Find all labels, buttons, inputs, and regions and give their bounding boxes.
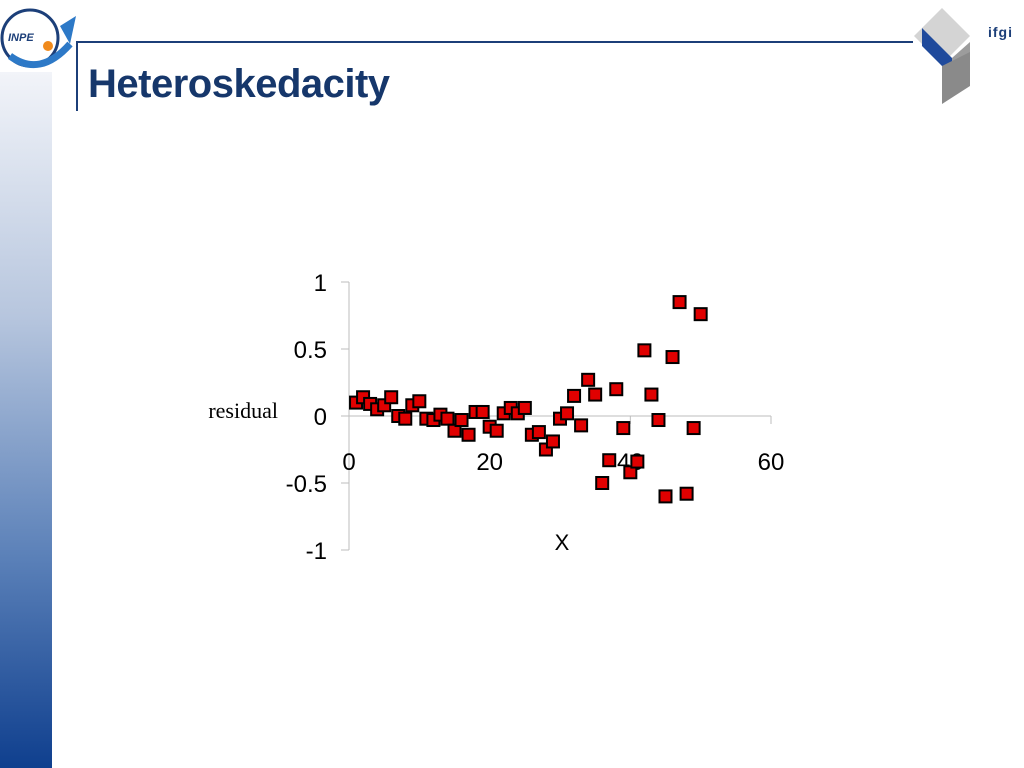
data-point (637, 343, 652, 358)
data-point (447, 423, 462, 438)
data-point (623, 465, 638, 480)
data-point (588, 387, 603, 402)
ifgi-logo-icon (914, 8, 970, 104)
left-gradient-bar (0, 72, 52, 768)
data-point (398, 411, 413, 426)
x-tick-label: 60 (758, 449, 785, 476)
data-point (531, 425, 546, 440)
x-tick-label: 20 (476, 449, 503, 476)
x-tick-label: 0 (342, 449, 355, 476)
data-point (384, 390, 399, 405)
data-point (461, 427, 476, 442)
data-point (665, 350, 680, 365)
y-tick-label: -0.5 (286, 471, 327, 498)
data-point (412, 394, 427, 409)
data-point (581, 372, 596, 387)
header-vertical-rule (76, 41, 78, 111)
y-tick-label: -1 (306, 538, 327, 565)
data-point (609, 382, 624, 397)
slide-title: Heteroskedacity (88, 62, 390, 106)
ifgi-logo-text: ifgi (988, 24, 1013, 40)
data-point (686, 421, 701, 436)
inpe-logo-icon (0, 8, 76, 68)
data-point (644, 387, 659, 402)
inpe-logo-text: INPE (8, 32, 34, 44)
data-point (616, 421, 631, 436)
data-point (595, 476, 610, 490)
data-point (679, 486, 694, 501)
data-point (658, 489, 673, 504)
data-point (567, 388, 582, 403)
data-point (489, 423, 504, 438)
data-point (545, 434, 560, 449)
data-point (651, 413, 666, 428)
y-axis-label: residual (208, 398, 278, 423)
x-axis-label: X (555, 530, 570, 555)
data-point (440, 411, 455, 426)
y-tick-label: 1 (314, 270, 327, 297)
y-ticks: 1 0.5 0 -0.5 -1 (286, 270, 349, 565)
data-point (630, 454, 645, 469)
data-point (475, 404, 490, 419)
data-point (574, 418, 589, 433)
data-point (602, 453, 617, 468)
data-points (349, 295, 708, 504)
data-point (454, 413, 469, 428)
data-point (693, 307, 708, 322)
data-point (672, 295, 687, 310)
header-rule (78, 41, 913, 43)
data-point (560, 406, 575, 421)
data-point (517, 400, 532, 415)
y-tick-label: 0 (314, 404, 327, 431)
y-tick-label: 0.5 (294, 337, 327, 364)
